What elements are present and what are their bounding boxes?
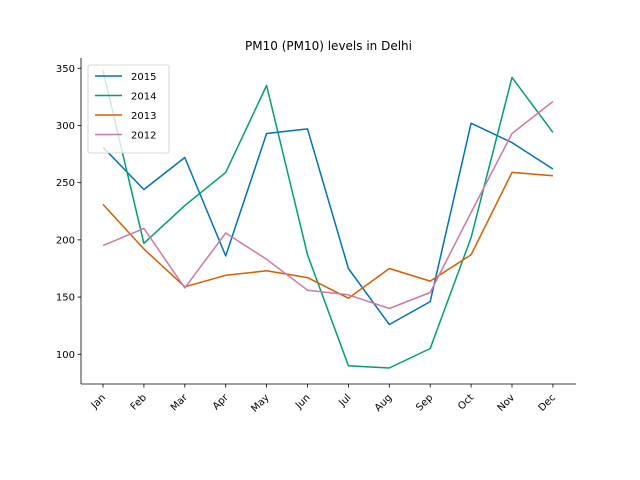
x-tick-label: Jan	[89, 392, 108, 411]
y-tick-label: 200	[56, 235, 75, 246]
series-line-2013	[102, 171, 553, 299]
legend-label-2013: 2013	[131, 111, 156, 122]
legend-label-2012: 2012	[131, 131, 156, 142]
series-line-2014	[102, 70, 554, 369]
series-line-2012	[102, 100, 554, 310]
y-tick-label: 100	[56, 350, 75, 361]
y-tick-label: 150	[56, 293, 75, 304]
y-tick-label: 250	[56, 178, 75, 189]
series-line-2015	[102, 122, 554, 326]
legend: 2015 2014 2013 2012	[87, 64, 170, 154]
legend-label-2014: 2014	[131, 92, 156, 103]
y-tick-label: 300	[56, 121, 75, 132]
x-tick-label: Apr	[211, 392, 232, 413]
x-tick-label: Sep	[414, 392, 435, 413]
x-tick-label: Aug	[373, 392, 395, 414]
series-lines	[102, 70, 554, 369]
legend-label-2015: 2015	[131, 72, 156, 83]
x-tick-label: Oct	[456, 392, 476, 412]
y-tick-label: 350	[56, 64, 75, 75]
x-tick-label: Jun	[293, 392, 313, 412]
x-tick-label: Jul	[336, 392, 353, 409]
x-tick-label: May	[249, 392, 271, 414]
x-tick-label: Nov	[496, 392, 518, 414]
x-tick-label: Dec	[537, 392, 558, 413]
legend-box	[87, 64, 170, 154]
chart-title: PM10 (PM10) levels in Delhi	[245, 39, 412, 53]
x-tick-label: Feb	[129, 392, 149, 412]
x-tick-label: Mar	[169, 392, 191, 414]
